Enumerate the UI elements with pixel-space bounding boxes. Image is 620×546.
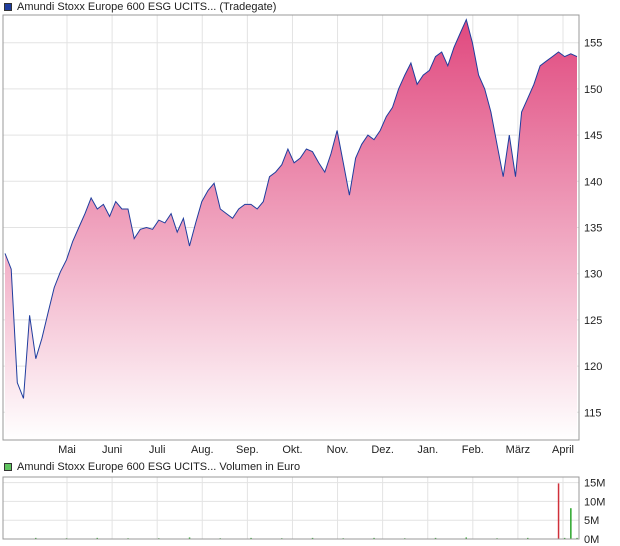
volume-y-tick-label: 10M — [584, 496, 605, 508]
price-area-layer — [4, 18, 578, 440]
volume-plot-frame — [2, 476, 580, 540]
price-y-tick-label: 155 — [584, 38, 602, 50]
price-x-tick-label: Aug. — [191, 444, 214, 456]
price-chart-title: Amundi Stoxx Europe 600 ESG UCITS... (Tr… — [17, 1, 277, 13]
price-x-tick-label: Mai — [58, 444, 76, 456]
price-y-tick-label: 125 — [584, 315, 602, 327]
price-x-axis: Mai Juni Juli Aug. Sep. Okt. Nov. Dez. Jan. Feb. M… — [58, 444, 574, 456]
price-y-tick-label: 135 — [584, 223, 602, 235]
volume-bars — [4, 483, 578, 539]
volume-bar — [576, 537, 578, 539]
price-x-tick-label: Okt. — [282, 444, 302, 456]
volume-grid — [3, 477, 579, 540]
volume-bar — [188, 537, 191, 539]
price-y-tick-label: 130 — [584, 269, 602, 281]
volume-legend: Amundi Stoxx Europe 600 ESG UCITS... Vol… — [4, 460, 300, 474]
price-y-axis: 115 120 125 130 135 140 145 150 155 — [584, 38, 602, 420]
price-series-line — [4, 18, 578, 399]
price-y-tick-label: 150 — [584, 84, 602, 96]
price-x-tick-label: Juni — [102, 444, 122, 456]
price-x-tick-label: Jan. — [417, 444, 438, 456]
volume-bar — [557, 483, 560, 539]
volume-y-tick-label: 15M — [584, 478, 605, 490]
price-y-tick-label: 115 — [584, 407, 602, 419]
volume-y-tick-label: 5M — [584, 515, 599, 527]
volume-y-axis: 0M 5M 10M 15M — [584, 478, 605, 546]
volume-bar — [35, 537, 37, 539]
volume-bar — [434, 537, 437, 539]
price-x-tick-label: April — [552, 444, 574, 456]
volume-bar — [465, 537, 467, 539]
price-x-tick-label: Nov. — [327, 444, 349, 456]
price-legend: Amundi Stoxx Europe 600 ESG UCITS... (Tr… — [4, 0, 276, 14]
price-x-tick-label: März — [506, 444, 530, 456]
price-x-tick-label: Dez. — [371, 444, 394, 456]
volume-legend-swatch-icon — [4, 463, 12, 471]
price-legend-swatch-icon — [4, 3, 12, 11]
price-y-tick-label: 140 — [584, 176, 602, 188]
price-x-tick-label: Sep. — [236, 444, 259, 456]
volume-bar — [311, 537, 314, 539]
volume-bar — [527, 537, 529, 539]
volume-chart-title: Amundi Stoxx Europe 600 ESG UCITS... Vol… — [17, 461, 301, 473]
price-x-tick-label: Feb. — [462, 444, 484, 456]
price-y-tick-label: 145 — [584, 130, 602, 142]
price-plot-frame — [2, 14, 580, 441]
price-x-tick-label: Juli — [149, 444, 166, 456]
volume-bar — [373, 537, 375, 539]
price-y-tick-label: 120 — [584, 361, 602, 373]
volume-bar — [250, 537, 252, 539]
volume-y-tick-label: 0M — [584, 534, 599, 546]
volume-bar — [96, 537, 98, 539]
price-area-fill — [5, 19, 577, 440]
volume-bar — [570, 508, 572, 539]
volume-bar — [563, 537, 566, 539]
